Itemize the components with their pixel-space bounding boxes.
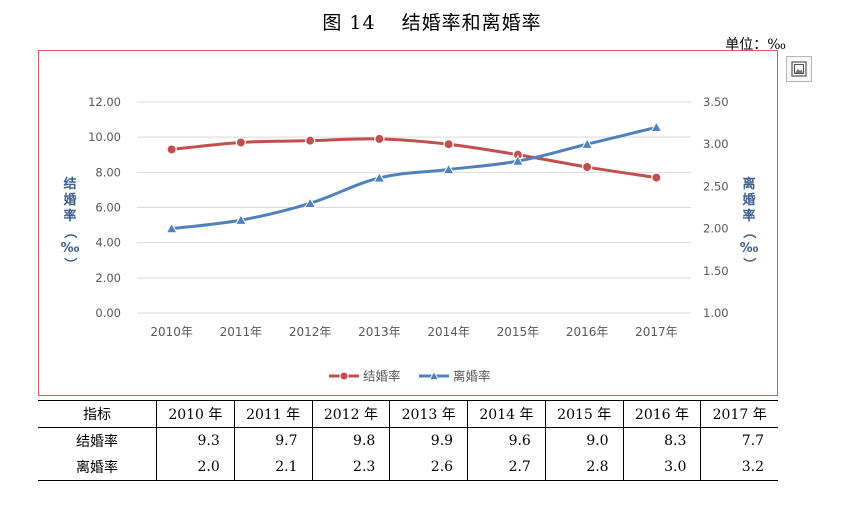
y-right-tick-label: 2.50	[703, 179, 729, 193]
figure-title-text: 结婚率和离婚率	[401, 12, 542, 34]
y-right-axis-label-char: ‰	[740, 241, 759, 256]
y-left-axis-label-char: （	[62, 225, 78, 238]
series-line-2	[170, 125, 658, 231]
y-left-axis-label-char: ‰	[61, 241, 80, 256]
y-right-tick-label: 1.50	[703, 264, 729, 278]
table-header-cell: 2013 年	[389, 400, 468, 428]
table-row: 离婚率 2.0 2.1 2.3 2.6 2.7 2.8 3.0 3.2	[38, 454, 778, 481]
y-right-axis-label-char: 离	[742, 176, 755, 192]
legend-item-2: 离婚率	[419, 369, 491, 384]
data-point-1	[235, 137, 247, 148]
series-line-1	[170, 137, 658, 180]
x-tick-label: 2014年	[427, 325, 470, 339]
table-cell: 9.0	[544, 427, 624, 454]
y-left-axis-label: 结婚率（ ‰）	[61, 176, 80, 271]
table-cell: 3.0	[622, 454, 701, 481]
data-point-1	[374, 133, 385, 145]
table-header-cell: 2014 年	[467, 400, 546, 428]
data-point-1	[443, 138, 454, 150]
y-left-tick-label: 8.00	[95, 165, 121, 179]
data-point-1	[651, 172, 662, 183]
x-tick-label: 2010年	[150, 325, 193, 339]
data-table: 指标 2010 年 2011 年 2012 年 2013 年 2014 年 20…	[38, 400, 778, 481]
y-right-axis-label-char: 婚	[742, 192, 755, 208]
table-cell: 9.8	[311, 427, 390, 454]
y-left-tick-label: 6.00	[95, 201, 121, 215]
table-cell: 9.7	[233, 427, 313, 454]
table-cell: 9.3	[156, 427, 235, 454]
table-header-row: 指标 2010 年 2011 年 2012 年 2013 年 2014 年 20…	[38, 400, 778, 428]
y-left-axis-label-char: 结	[63, 176, 76, 192]
table-cell: 7.7	[700, 427, 778, 454]
table-cell: 2.0	[156, 454, 235, 481]
x-tick-label: 2017年	[635, 325, 678, 339]
legend-marker	[428, 370, 440, 381]
legend-label: 结婚率	[363, 369, 401, 384]
table-cell: 2.6	[389, 454, 468, 481]
figure-number: 图 14	[322, 12, 376, 34]
table-cell: 9.9	[389, 427, 468, 454]
y-right-axis-label: 离婚率（ ‰）	[740, 176, 759, 271]
table-cell: 9.6	[467, 427, 546, 454]
table-header-cell: 指标	[38, 400, 157, 428]
data-point-1	[166, 144, 177, 155]
table-header-cell: 2017 年	[700, 400, 778, 428]
data-point-2	[304, 197, 317, 208]
data-point-1	[581, 161, 593, 173]
legend-item-1: 结婚率	[329, 369, 401, 384]
table-row: 结婚率 9.3 9.7 9.8 9.9 9.6 9.0 8.3 7.7	[38, 427, 778, 454]
data-point-2	[442, 163, 455, 175]
y-right-axis-label-char: （	[741, 225, 757, 238]
figure-title: 图 14 结婚率和离婚率	[0, 8, 864, 35]
unit-label: 单位：‰	[725, 37, 786, 53]
y-left-axis-label-char: ）	[62, 257, 78, 270]
row-label: 离婚率	[38, 454, 157, 481]
data-point-2	[581, 137, 594, 149]
x-tick-label: 2013年	[358, 325, 401, 339]
table-cell: 2.1	[233, 454, 313, 481]
legend-marker	[339, 371, 349, 381]
x-tick-label: 2012年	[289, 325, 332, 339]
data-point-2	[373, 171, 386, 183]
row-label: 结婚率	[76, 434, 118, 450]
data-point-2	[165, 222, 178, 234]
y-right-axis-label-char: ）	[741, 257, 757, 270]
line-chart: 0.00 2.00 4.00 6.00 8.00 10.00 12.00 1.00 1.50 2…	[61, 95, 759, 384]
y-right-axis-label-char: 率	[742, 208, 755, 224]
y-right-tick-label: 1.00	[703, 306, 729, 320]
chart-frame: 0.00 2.00 4.00 6.00 8.00 10.00 12.00 1.00 1.50 2…	[38, 50, 778, 396]
data-point-2	[511, 154, 524, 166]
table-cell: 2.7	[467, 454, 546, 481]
picture-frame-icon[interactable]	[786, 56, 812, 82]
y-left-tick-label: 10.00	[88, 130, 121, 144]
y-right-tick-label: 2.00	[703, 222, 729, 236]
y-right-tick-label: 3.00	[703, 137, 729, 151]
y-left-tick-label: 0.00	[95, 306, 121, 320]
x-tick-label: 2015年	[497, 325, 540, 339]
x-tick-label: 2016年	[566, 325, 609, 339]
y-right-tick-label: 3.50	[703, 95, 729, 109]
x-tick-label: 2011年	[220, 325, 263, 339]
table-header-cell: 2011 年	[233, 400, 313, 428]
data-point-2	[650, 121, 663, 132]
table-header-cell: 2015 年	[544, 400, 624, 428]
table-header-cell: 2016 年	[622, 400, 701, 428]
data-point-2	[234, 213, 247, 225]
table-cell: 3.2	[700, 454, 778, 481]
table-cell: 2.8	[544, 454, 624, 481]
y-left-tick-label: 12.00	[88, 95, 121, 109]
table-cell: 2.3	[311, 454, 390, 481]
table-header-cell: 2012 年	[311, 400, 390, 428]
legend-label: 离婚率	[453, 369, 491, 384]
table-cell: 8.3	[622, 427, 701, 454]
y-left-tick-label: 2.00	[95, 271, 121, 285]
y-left-axis-label-char: 率	[63, 208, 76, 224]
data-point-1	[304, 135, 316, 146]
y-left-axis-label-char: 婚	[63, 192, 76, 208]
table-header-cell: 2010 年	[156, 400, 235, 428]
y-left-tick-label: 4.00	[95, 236, 121, 250]
